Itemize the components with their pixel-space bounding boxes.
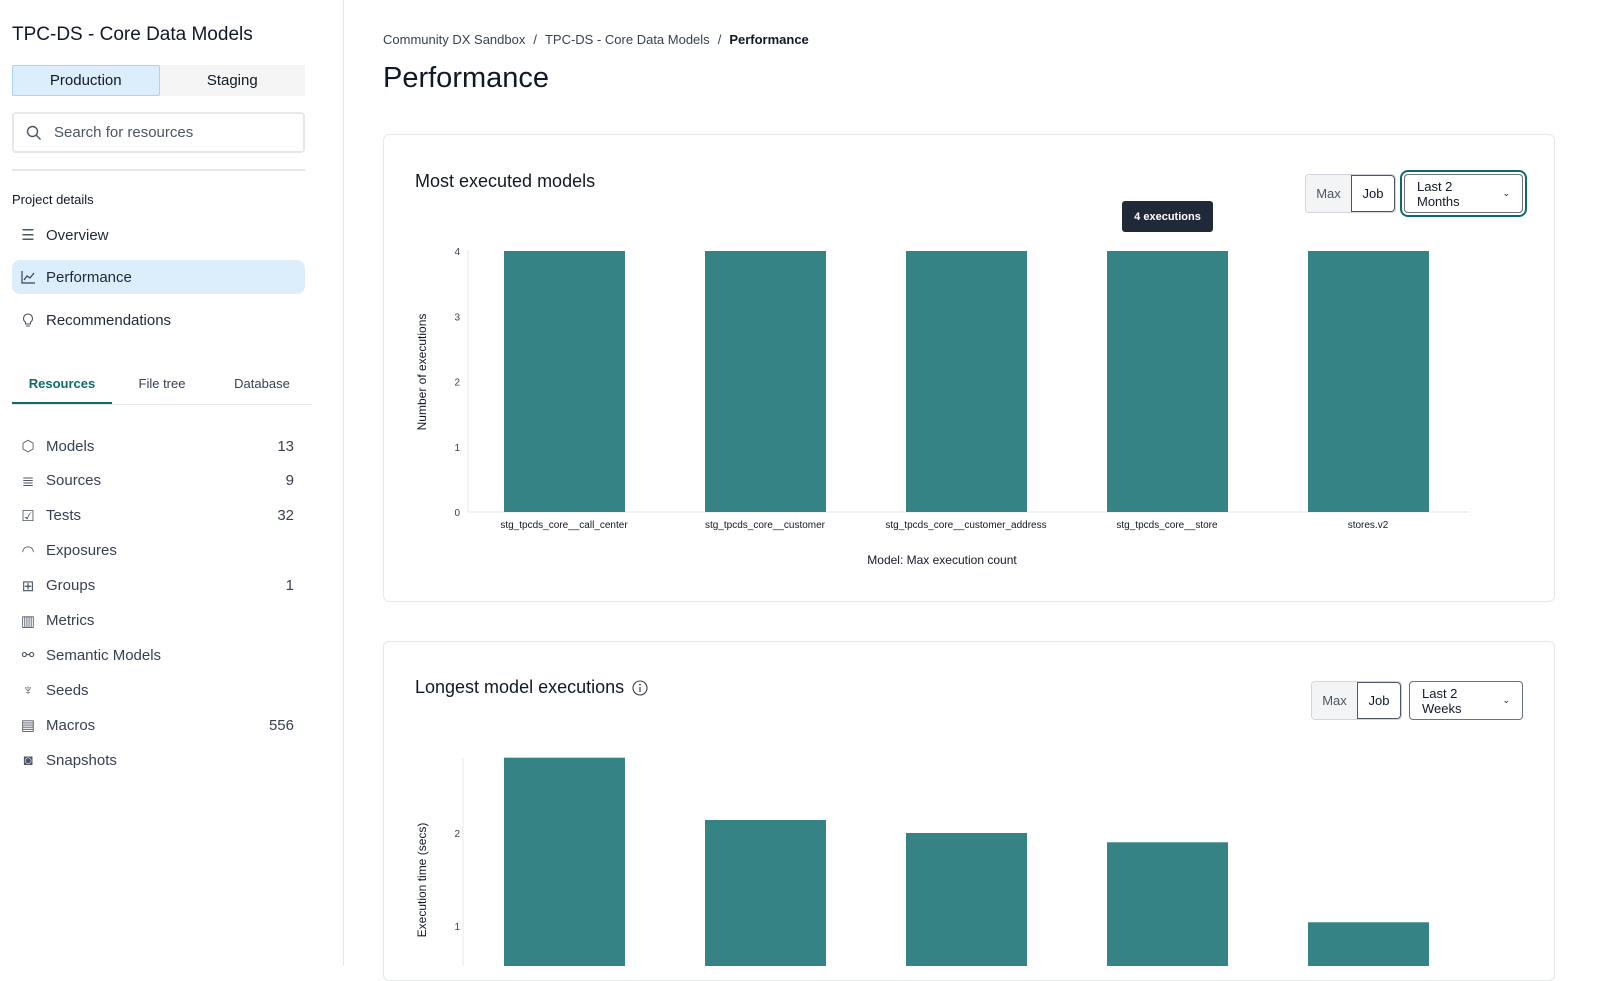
resource-seeds[interactable]: ♆ Seeds [20,676,294,704]
breadcrumb-separator: / [533,32,537,47]
dropdown-value: Last 2 Months [1417,178,1460,209]
env-staging-button[interactable]: Staging [206,72,258,89]
tab-resources[interactable]: Resources [12,366,112,404]
resource-exposures[interactable]: ◠ Exposures [20,537,294,565]
resource-count: 1 [285,577,294,595]
card-title: Most executed models [415,171,596,191]
bar-chart-icon: ▥ [20,612,36,630]
camera-icon: ◙ [23,751,33,769]
resource-count: 32 [277,507,294,525]
env-production-button[interactable]: Production [12,65,160,96]
resource-label: Macros [46,716,96,734]
search-box[interactable] [12,112,305,153]
job-button[interactable]: Job [1351,175,1395,212]
nodes-icon: ⚯ [21,647,35,665]
database-icon: ≣ [21,472,35,490]
section-label: Project details [12,192,94,207]
search-input[interactable] [54,124,274,141]
cube-icon: ⬡ [21,438,35,455]
resource-label: Seeds [46,681,89,699]
resource-macros[interactable]: ▤ Macros 556 [20,711,294,739]
clipboard-check-icon: ☑ [21,507,35,525]
resource-semantic-models[interactable]: ⚯ Semantic Models [20,641,294,669]
tab-database[interactable]: Database [234,376,290,391]
breadcrumb-separator: / [717,32,722,47]
resource-tests[interactable]: ☑ Tests 32 [20,502,294,530]
resource-snapshots[interactable]: ◙ Snapshots [20,746,294,774]
job-button[interactable]: Job [1357,682,1401,719]
time-range-dropdown[interactable]: Last 2 Months ⌄ [1404,174,1523,213]
resource-label: Sources [46,472,102,490]
nav-performance[interactable]: Performance [12,260,305,294]
divider [12,169,305,171]
chevron-down-icon: ⌄ [1502,695,1510,705]
max-job-toggle: Max Job [1305,174,1396,213]
nav-overview[interactable]: ☰ Overview [12,218,305,252]
dropdown-value: Last 2 Weeks [1422,685,1462,716]
longest-executions-card: Longest model executions Max Job Last 2 … [383,641,1555,981]
resource-label: Snapshots [46,751,117,769]
nav-label: Recommendations [46,311,172,329]
gauge-icon: ◠ [21,542,35,560]
grid-icon: ⊞ [21,577,35,595]
breadcrumb-current: Performance [729,32,809,47]
lightbulb-icon [20,312,36,328]
resource-label: Metrics [46,612,95,629]
resource-count: 13 [277,437,294,455]
time-range-dropdown[interactable]: Last 2 Weeks ⌄ [1409,681,1523,720]
sprout-icon: ♆ [22,681,34,699]
max-job-toggle: Max Job [1311,681,1402,720]
bar-tooltip: 4 executions [1122,201,1213,232]
environment-switch: Production Staging [12,65,305,96]
resource-count: 556 [268,716,294,734]
most-executed-card: Most executed models Max Job Last 2 Mont… [383,134,1555,602]
resource-groups[interactable]: ⊞ Groups 1 [20,572,294,600]
page-title: Performance [383,62,550,94]
line-chart-icon [20,269,36,285]
resource-models[interactable]: ⬡ Models 13 [20,432,294,460]
project-title: TPC-DS - Core Data Models [12,24,253,45]
resource-tabs: Resources File tree Database [12,366,312,405]
tab-file-tree[interactable]: File tree [138,376,186,391]
search-icon [26,125,41,140]
breadcrumb: Community DX Sandbox / TPC-DS - Core Data… [383,32,809,47]
resource-label: Tests [46,507,82,525]
nav-label: Performance [46,268,132,286]
chevron-down-icon: ⌄ [1502,188,1510,198]
nav-recommendations[interactable]: Recommendations [12,303,305,337]
list-icon: ☰ [21,227,35,244]
breadcrumb-link[interactable]: TPC-DS - Core Data Models [544,32,710,47]
resource-label: Exposures [46,542,117,560]
max-button[interactable]: Max [1306,175,1351,212]
document-icon: ▤ [20,717,36,735]
max-button[interactable]: Max [1312,682,1357,719]
sidebar: TPC-DS - Core Data Models Production Sta… [0,0,344,966]
breadcrumb-link[interactable]: Community DX Sandbox [383,32,526,47]
resource-sources[interactable]: ≣ Sources 9 [20,467,294,495]
resource-label: Semantic Models [46,646,162,664]
card-title-text: Longest model executions [415,677,625,697]
resource-label: Models [46,437,95,455]
resource-label: Groups [46,577,96,595]
info-icon[interactable] [632,679,648,696]
nav-label: Overview [46,226,109,244]
resource-metrics[interactable]: ▥ Metrics [20,607,294,635]
resource-count: 9 [285,472,294,490]
card-title: Longest model executions [415,677,648,698]
